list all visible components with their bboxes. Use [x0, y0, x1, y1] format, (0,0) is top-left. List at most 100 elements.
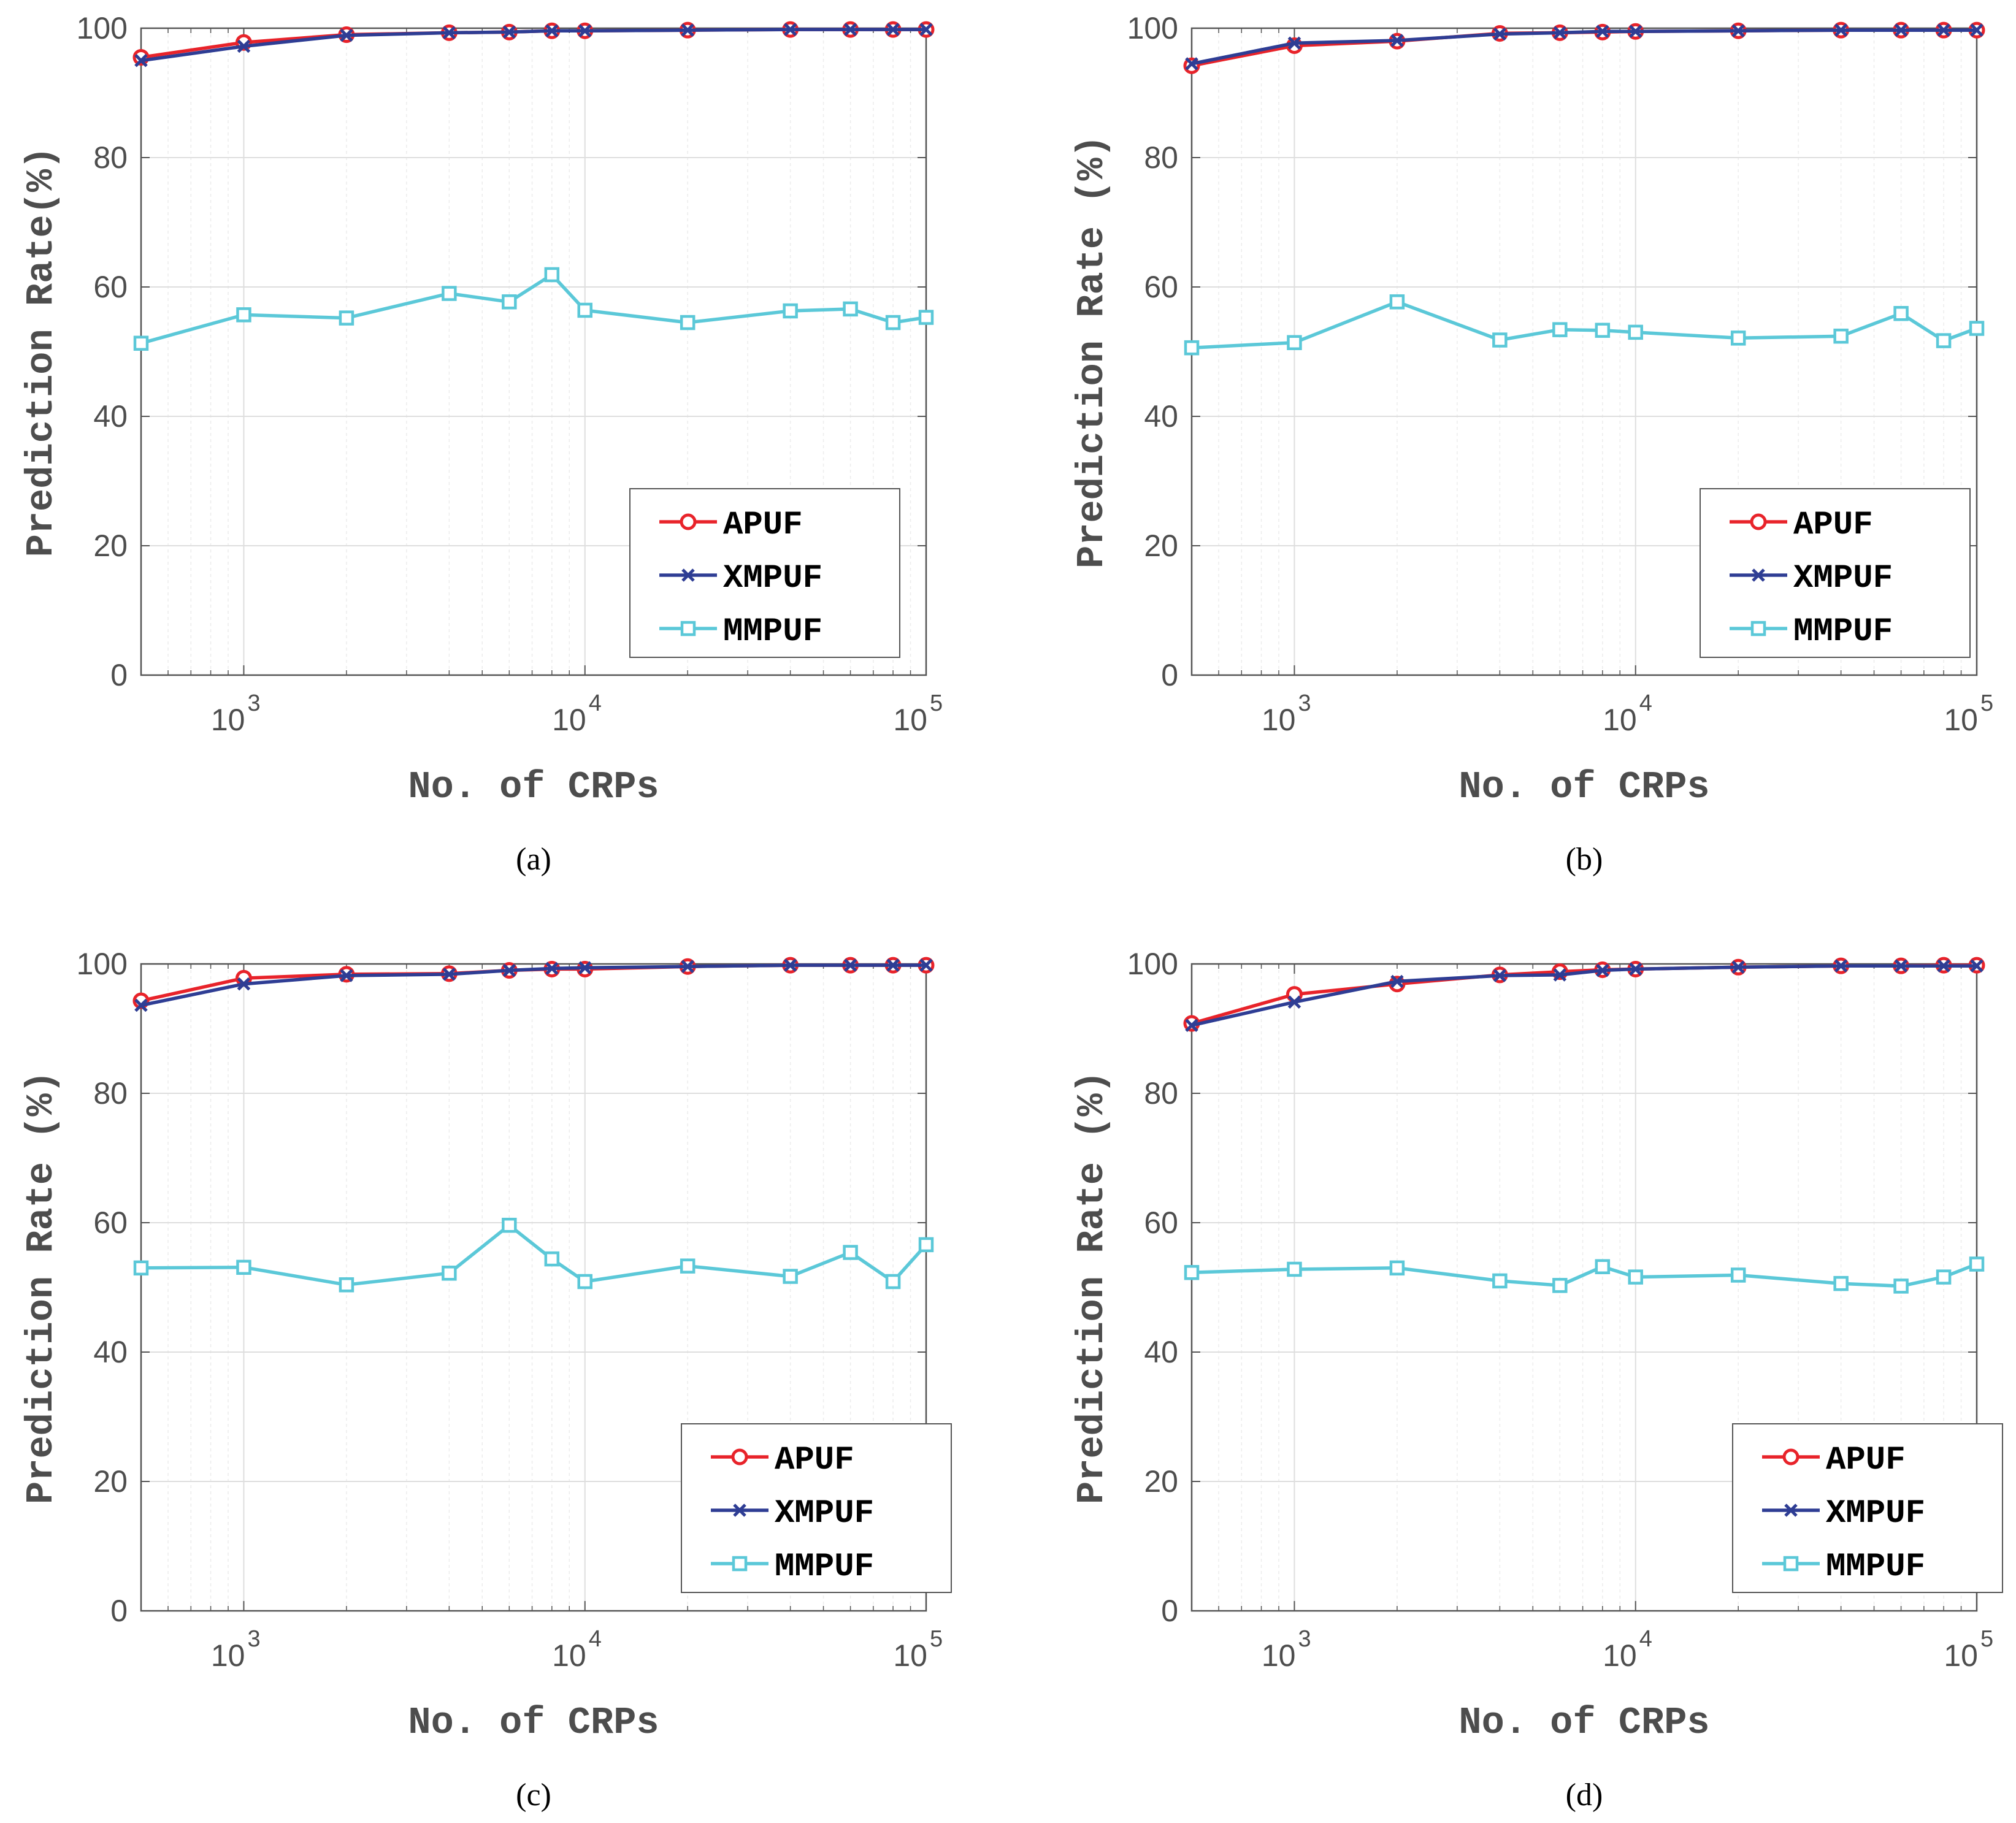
y-tick-label: 60	[1144, 1206, 1178, 1240]
data-point	[1937, 959, 1950, 973]
x-tick-exponent: 5	[930, 690, 943, 716]
y-axis-title: Prediction Rate (%)	[20, 1071, 63, 1504]
data-point	[843, 23, 857, 36]
data-point	[442, 286, 457, 301]
legend-marker	[733, 1504, 746, 1517]
x-tick-label: 10 3	[211, 1626, 261, 1673]
data-point	[919, 958, 933, 972]
data-point	[1970, 959, 1983, 973]
data-point	[544, 1251, 560, 1267]
x-tick-exponent: 4	[1639, 1626, 1652, 1652]
x-tick-exponent: 4	[589, 690, 602, 716]
x-tick-label: 10 5	[1944, 690, 1993, 737]
y-axis-title: Prediction Rate (%)	[1070, 135, 1114, 568]
data-point	[886, 958, 900, 972]
data-point	[886, 23, 900, 36]
series-mmpuf	[1184, 1256, 1985, 1294]
y-tick-label: 0	[1161, 1594, 1178, 1628]
y-tick-label: 100	[77, 947, 128, 981]
data-point	[1936, 333, 1952, 348]
x-tick-base: 10	[893, 1638, 927, 1673]
data-point	[1834, 23, 1848, 37]
data-point	[1492, 1273, 1508, 1289]
legend-label: MMPUF	[775, 1548, 874, 1586]
x-tick-base: 10	[893, 703, 927, 737]
series-line	[140, 963, 926, 1007]
data-point	[1185, 57, 1198, 71]
data-point	[1287, 335, 1302, 350]
data-point	[681, 960, 694, 973]
x-tick-exponent: 3	[1298, 1626, 1311, 1652]
y-tick-label: 80	[1144, 1076, 1178, 1110]
data-point	[1596, 25, 1609, 39]
x-tick-label: 10 4	[552, 690, 602, 737]
data-point	[236, 307, 251, 323]
legend-marker	[1782, 1448, 1799, 1466]
series-mmpuf	[133, 267, 934, 351]
data-point	[1970, 23, 1983, 37]
x-tick-exponent: 3	[247, 690, 260, 716]
x-tick-base: 10	[1944, 1638, 1978, 1673]
data-point	[1287, 36, 1301, 50]
data-point	[236, 1259, 251, 1275]
legend: APUF XMPUF MMPUF	[681, 1423, 952, 1593]
y-tick-label: 40	[1144, 1335, 1178, 1369]
x-tick-exponent: 4	[589, 1626, 602, 1652]
data-point	[544, 267, 560, 283]
data-point	[1493, 969, 1507, 982]
data-point	[1937, 23, 1950, 37]
x-axis-title: No. of CRPs	[1458, 765, 1709, 809]
axes-box	[140, 963, 927, 1612]
series-xmpuf	[134, 958, 933, 1012]
data-point	[1184, 340, 1200, 356]
y-tick-label: 100	[77, 11, 128, 45]
data-point	[1731, 24, 1745, 37]
x-axis-title: No. of CRPs	[408, 1701, 659, 1745]
data-point	[1969, 321, 1985, 336]
legend-marker	[732, 1556, 748, 1572]
data-point	[1390, 974, 1404, 988]
panel-caption: (c)	[516, 1778, 551, 1813]
data-point	[577, 302, 592, 318]
legend: APUF XMPUF MMPUF	[629, 488, 900, 658]
axes-box	[1190, 963, 1978, 1612]
data-point	[1894, 959, 1908, 973]
x-tick-label: 10 4	[1603, 690, 1652, 737]
data-point	[1595, 1259, 1611, 1274]
panel-caption: (d)	[1566, 1778, 1603, 1813]
legend-marker	[1784, 1504, 1798, 1517]
series-line	[1191, 28, 1977, 66]
data-point	[1730, 331, 1746, 346]
series-xmpuf	[1185, 23, 1983, 71]
y-tick-label: 100	[1127, 947, 1178, 981]
panel-caption: (b)	[1566, 842, 1603, 877]
legend-label: APUF	[723, 506, 803, 544]
data-point	[577, 1274, 592, 1290]
series-line	[1191, 964, 1977, 1027]
legend-label: XMPUF	[723, 560, 822, 597]
data-point	[843, 301, 858, 317]
data-point	[502, 1217, 517, 1233]
legend: APUF XMPUF MMPUF	[1700, 488, 1971, 658]
data-point	[1287, 1261, 1302, 1277]
data-point	[442, 968, 456, 981]
y-tick-label: 80	[93, 140, 128, 175]
data-point	[843, 1245, 858, 1260]
legend-marker	[731, 1448, 748, 1466]
data-point	[133, 1260, 149, 1276]
y-axis-title: Prediction Rate (%)	[1070, 1071, 1114, 1504]
data-point	[681, 23, 694, 37]
data-point	[1389, 294, 1405, 310]
y-tick-label: 80	[93, 1076, 128, 1110]
legend-label: APUF	[775, 1442, 854, 1479]
y-tick-label: 20	[1144, 529, 1178, 563]
legend-label: APUF	[1793, 506, 1873, 544]
data-point	[1936, 1269, 1952, 1285]
data-point	[783, 1269, 798, 1284]
legend-marker	[1783, 1556, 1799, 1572]
data-point	[1730, 1267, 1746, 1283]
data-point	[1893, 306, 1909, 321]
series-xmpuf	[134, 23, 933, 67]
